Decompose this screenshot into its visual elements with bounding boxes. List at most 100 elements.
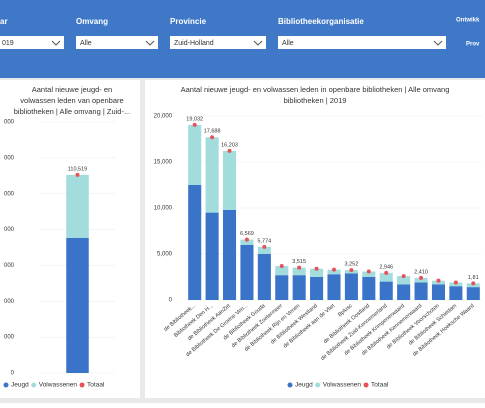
- panel: [145, 80, 485, 398]
- bar-segment: [66, 174, 89, 238]
- total-marker: [384, 270, 389, 275]
- chevron: [433, 40, 443, 46]
- bar-segment: [379, 281, 393, 300]
- chart-title: Aantal nieuwe jeugd- en volwassen leden …: [181, 85, 450, 94]
- side-label: Ontwikk: [456, 18, 480, 24]
- chart-title: bibliotheken | 2019: [284, 96, 347, 105]
- bar-segment: [327, 269, 341, 275]
- total-marker: [314, 266, 319, 271]
- bar-segment: [188, 124, 202, 185]
- y-tick-label: 000: [4, 263, 15, 269]
- chevron: [253, 40, 263, 46]
- legend-label: Jeugd: [11, 382, 29, 389]
- filter-label: Bibliotheekorganisatie: [278, 17, 364, 26]
- filter-label: ar: [0, 17, 8, 26]
- filter-value: 019: [2, 40, 14, 47]
- y-tick-label: 0: [169, 298, 173, 304]
- data-label: 5,774: [257, 238, 271, 244]
- legend-label: Volwassenen: [323, 382, 362, 389]
- total-marker: [436, 278, 441, 283]
- y-tick-label: 15,000: [154, 160, 173, 166]
- legend-swatch: [287, 382, 293, 388]
- chart-title: Aantal nieuwe jeugd- en: [32, 85, 112, 94]
- data-label: 17,688: [204, 129, 221, 135]
- bar-segment: [205, 137, 219, 213]
- legend-swatch: [3, 382, 9, 388]
- chart-title: volwassen leden van openbare: [20, 96, 123, 105]
- legend-swatch: [79, 382, 85, 388]
- chart-title: bibliotheken | Alle omvang | Zuid-...: [14, 107, 130, 116]
- legend-swatch: [363, 382, 369, 388]
- total-marker: [75, 172, 80, 177]
- legend-label: Totaal: [371, 382, 389, 389]
- y-tick-label: 10,000: [154, 206, 173, 212]
- bar-segment: [240, 239, 254, 245]
- total-marker: [453, 280, 458, 285]
- chevron: [145, 40, 155, 46]
- bar-segment: [466, 287, 480, 300]
- total-marker: [471, 281, 476, 286]
- y-tick-label: 20,000: [154, 114, 173, 120]
- total-marker: [366, 269, 371, 274]
- filter-label: Provincie: [170, 17, 207, 26]
- bar-segment: [449, 286, 463, 300]
- y-tick-label: 000: [4, 120, 15, 126]
- bar-segment: [292, 275, 306, 300]
- bar-segment: [275, 275, 289, 300]
- bar-segment: [292, 267, 306, 276]
- bar-segment: [362, 277, 376, 300]
- dropdown[interactable]: [278, 36, 446, 49]
- y-tick-label: 0: [11, 371, 15, 377]
- bar-segment: [257, 254, 271, 300]
- bar-segment: [257, 246, 271, 254]
- total-marker: [262, 244, 267, 249]
- dropdown[interactable]: [170, 36, 266, 49]
- legend-label: Volwassenen: [39, 382, 78, 389]
- data-label: 2,946: [379, 264, 393, 270]
- bar-segment: [431, 284, 445, 300]
- bar-segment: [223, 150, 237, 210]
- legend-label: Totaal: [87, 382, 105, 389]
- bar-segment: [344, 273, 358, 300]
- y-tick-label: 000: [4, 227, 15, 233]
- dropdown[interactable]: [76, 36, 158, 49]
- bar-segment: [327, 274, 341, 300]
- bar-segment: [66, 237, 89, 373]
- bar-segment: [223, 209, 237, 300]
- data-label: 19,032: [186, 116, 203, 122]
- legend-swatch: [31, 382, 37, 388]
- filter-label: Omvang: [76, 17, 108, 26]
- total-marker: [332, 267, 336, 272]
- y-tick-label: 000: [4, 335, 15, 341]
- side-label: Prov: [466, 42, 480, 48]
- legend-label: Jeugd: [295, 382, 313, 389]
- bar-segment: [414, 282, 428, 300]
- data-label: 110,519: [68, 166, 87, 172]
- filter-value: Alle: [282, 40, 294, 47]
- data-label: 6,569: [240, 231, 254, 237]
- bar-segment: [240, 244, 254, 300]
- bar-segment: [414, 277, 428, 283]
- filter-value: Zuid-Holland: [174, 40, 214, 47]
- bar-segment: [397, 284, 411, 300]
- bar-segment: [275, 265, 289, 276]
- total-marker: [210, 135, 215, 140]
- data-label: 1,81: [468, 275, 479, 281]
- filter-value: Alle: [80, 40, 92, 47]
- total-marker: [227, 148, 232, 153]
- total-marker: [401, 274, 406, 279]
- dropdown[interactable]: [0, 36, 64, 49]
- y-tick-label: 5,000: [157, 252, 173, 258]
- y-tick-label: 000: [4, 155, 15, 161]
- y-tick-label: 000: [4, 299, 15, 305]
- data-label: 16,203: [221, 142, 238, 148]
- total-marker: [349, 268, 354, 273]
- data-label: 3,252: [345, 262, 359, 268]
- bar-segment: [310, 277, 324, 300]
- bar-segment: [397, 276, 411, 285]
- total-marker: [279, 263, 284, 268]
- data-label: 3,515: [292, 259, 306, 265]
- total-marker: [244, 237, 249, 242]
- chevron: [51, 40, 61, 46]
